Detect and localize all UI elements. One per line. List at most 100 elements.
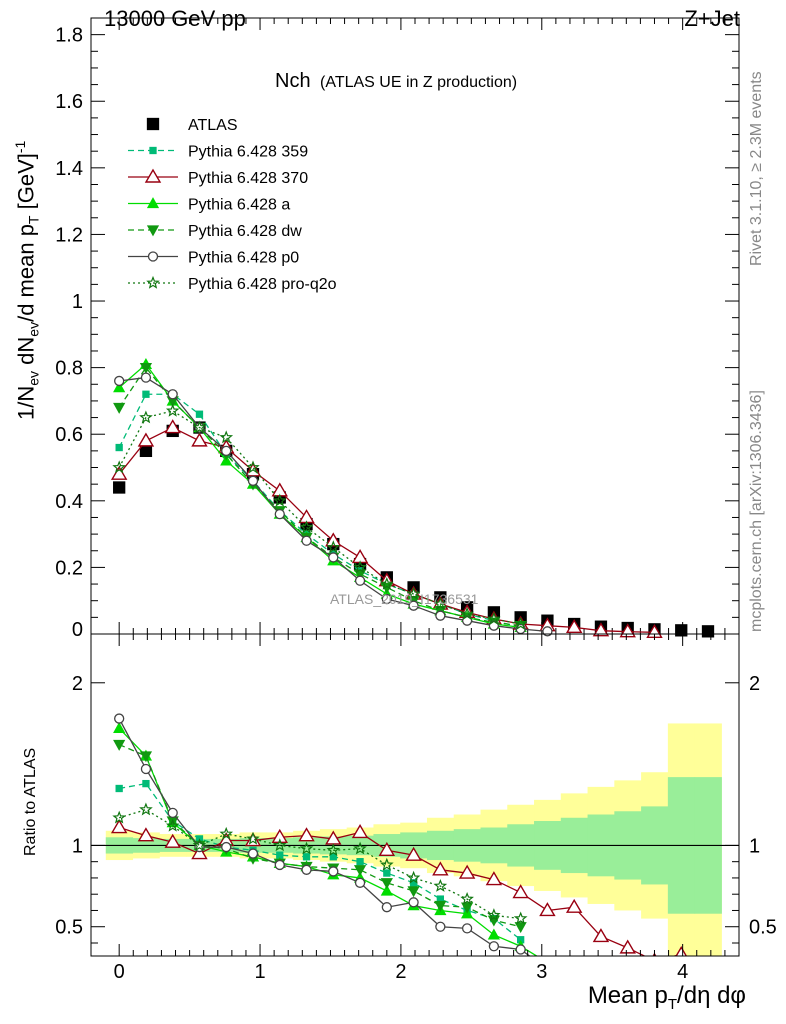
ratio-point (302, 853, 311, 861)
main-y-axis-label: 1/Nev dNev/d mean pT [GeV]-1 (12, 140, 42, 420)
ratio-point (380, 884, 393, 896)
data-point (274, 508, 285, 520)
legend-label: Pythia 6.428 dw (188, 223, 302, 240)
ratio-point (675, 945, 688, 956)
data-point (113, 402, 126, 414)
data-point (272, 493, 287, 507)
ratio-point (191, 845, 208, 860)
legend-label: Pythia 6.428 370 (188, 170, 308, 187)
mcplots-label: mcplots.cern.ch [arXiv:1306.3436] (748, 390, 765, 632)
data-point (433, 596, 448, 610)
data-point (675, 624, 688, 637)
ratio-point (301, 864, 312, 875)
legend-marker (146, 225, 160, 237)
ratio-point (140, 763, 152, 775)
series-line-pa (118, 363, 521, 628)
y-tick-label: 1.2 (55, 224, 83, 246)
ratio-point (514, 922, 527, 934)
ratio-point (435, 921, 446, 932)
y-tick-label: 2 (72, 673, 83, 695)
ratio-point (272, 838, 287, 852)
ratio-point (274, 859, 285, 871)
data-point (137, 432, 155, 447)
main-title: Nch (275, 70, 311, 92)
data-point (139, 444, 153, 458)
data-point (380, 576, 394, 590)
y-tick-label: 1.4 (55, 158, 83, 180)
ratio-point (115, 784, 123, 793)
data-point (353, 560, 367, 574)
legend-label: ATLAS (188, 117, 238, 134)
ratio-point (460, 891, 474, 905)
ratio-point (487, 908, 501, 922)
legend-item-atlas: ATLAS (146, 117, 238, 134)
data-point (435, 610, 446, 621)
data-point (115, 443, 123, 452)
data-point (247, 475, 259, 486)
legend-item-p370: Pythia 6.428 370 (128, 168, 308, 187)
ratio-point (515, 944, 526, 955)
legend-item-p359: Pythia 6.428 359 (128, 144, 308, 161)
main-plot-frame (90, 17, 740, 635)
data-point (246, 460, 260, 474)
ratio-point (408, 897, 419, 908)
data-point (325, 532, 342, 547)
ratio-point (356, 858, 364, 866)
data-point (381, 593, 392, 605)
data-point (299, 520, 314, 534)
series-line-p359 (118, 393, 521, 628)
ratio-point (378, 841, 396, 856)
ratio-point (113, 721, 126, 733)
header-energy: 13000 GeV pp (104, 6, 246, 31)
ratio-point (351, 824, 369, 839)
ratio-line-pdw (118, 743, 521, 928)
legend-marker (147, 251, 159, 262)
ratio-point (405, 846, 422, 861)
ratio-point (326, 843, 341, 856)
series-pq2o (112, 403, 528, 630)
ratio-clip-group (91, 713, 739, 956)
ratio-point (113, 739, 126, 751)
data-point (406, 586, 421, 600)
ratio-series-pq2o (112, 802, 528, 925)
ratio-line-p359 (119, 782, 522, 941)
data-point (142, 390, 150, 398)
y-tick-label-right: 1 (749, 835, 760, 857)
ratio-point (485, 871, 503, 886)
ratio-point (328, 866, 339, 877)
x-tick-label: 3 (536, 961, 547, 983)
data-point (139, 410, 153, 424)
ratio-point (487, 928, 500, 940)
data-point (328, 552, 339, 563)
series-line-pq2o (118, 410, 521, 625)
ratio-point (619, 939, 636, 954)
data-point (326, 540, 341, 554)
data-point (114, 375, 125, 387)
legend-marker (146, 197, 160, 209)
data-point (113, 381, 126, 393)
y-tick-label: 0.4 (55, 491, 83, 513)
data-point (565, 618, 583, 634)
data-point (139, 362, 153, 374)
legend-label: Pythia 6.428 a (188, 197, 290, 214)
data-point (140, 372, 152, 383)
ratio-point (271, 828, 288, 843)
x-tick-label: 4 (677, 961, 688, 983)
legend-label: Pythia 6.428 p0 (188, 250, 299, 267)
y-tick-label: 0.8 (55, 358, 83, 380)
x-tick-label: 0 (114, 961, 125, 983)
ratio-point (432, 861, 449, 876)
x-axis-label: Mean pT/dη dφ (587, 982, 746, 1013)
watermark: ATLAS_2019_I1736531 (330, 591, 479, 607)
ratio-point (139, 751, 153, 763)
data-point (701, 625, 715, 638)
y-tick-label-right: 0.5 (749, 917, 777, 939)
data-point (487, 611, 501, 625)
ratio-point (434, 900, 447, 912)
ratio-point (142, 779, 150, 788)
legend-item-pa: Pythia 6.428 a (128, 197, 290, 214)
ratio-point (167, 807, 178, 819)
y-tick-label: 0 (72, 619, 83, 641)
ratio-point (407, 886, 420, 898)
ratio-point (513, 911, 528, 925)
